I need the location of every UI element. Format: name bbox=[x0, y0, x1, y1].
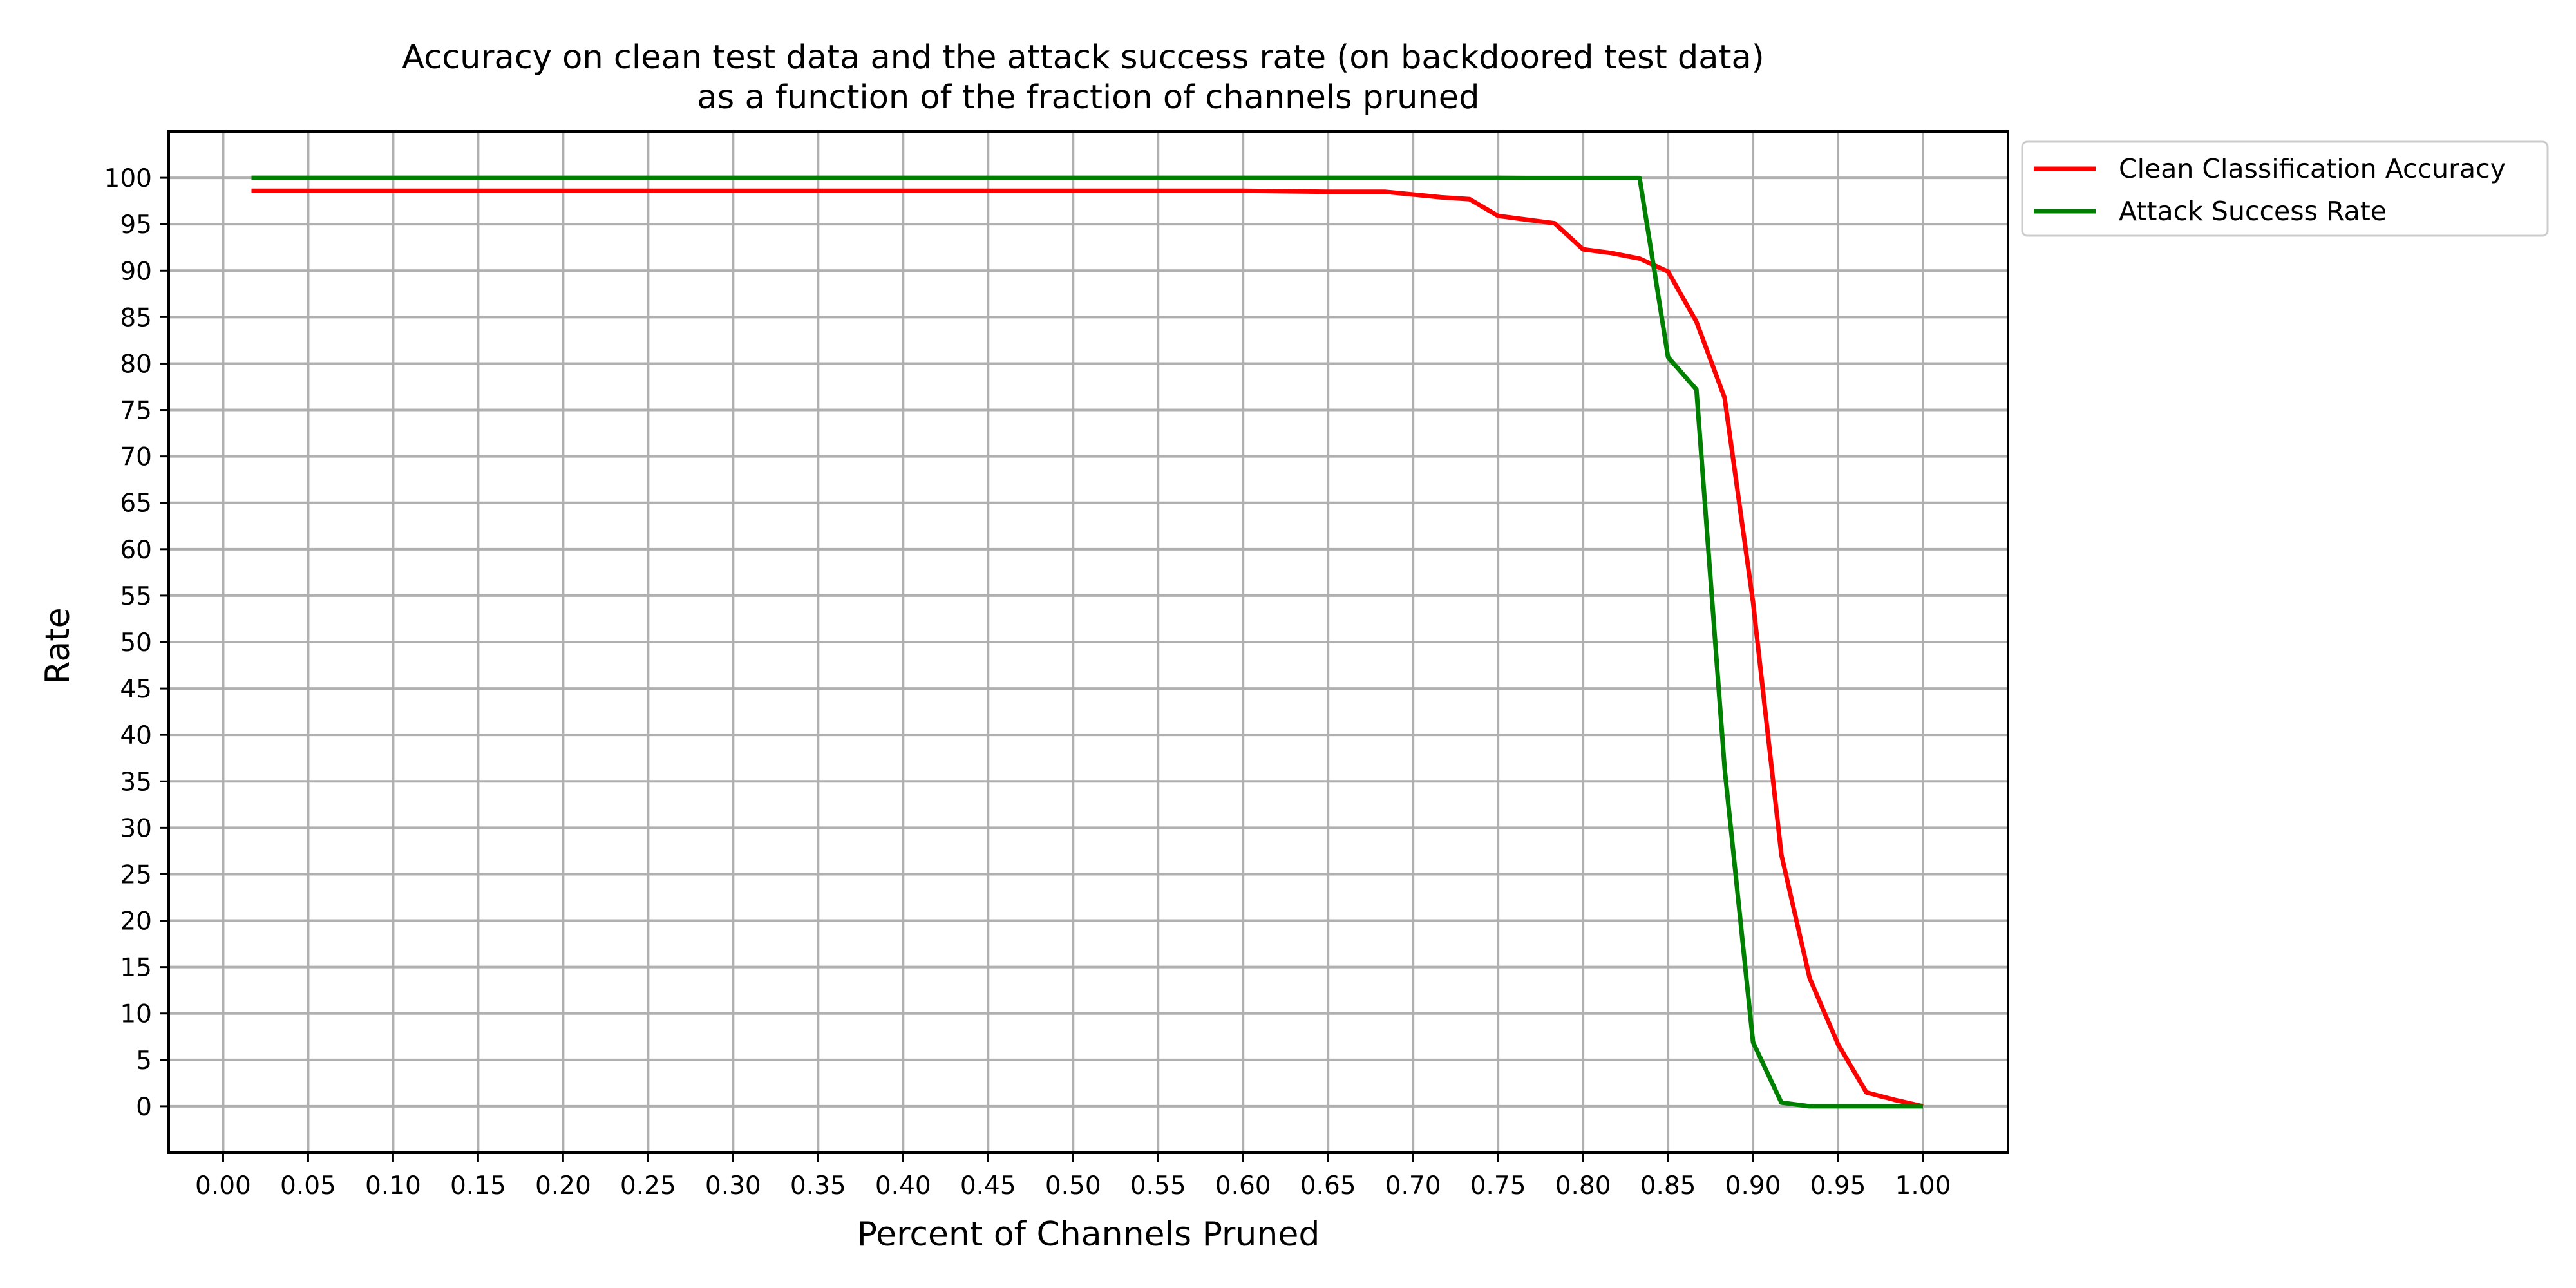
x-tick-label: 0.10 bbox=[365, 1171, 421, 1200]
x-tick-label: 0.60 bbox=[1215, 1171, 1271, 1200]
y-tick-label: 70 bbox=[120, 443, 152, 472]
legend-box bbox=[2021, 140, 2549, 237]
x-axis-ticks: 0.00 0.05 0.10 0.15 0.20 0.25 0.30 0.35 0.40 0.45… bbox=[195, 1153, 1951, 1200]
x-tick-label: 0.90 bbox=[1725, 1171, 1781, 1200]
x-tick-label: 0.40 bbox=[875, 1171, 931, 1200]
plot-series bbox=[251, 175, 1924, 1109]
y-axis-label: Rate bbox=[39, 607, 77, 684]
y-tick-label: 75 bbox=[120, 397, 152, 426]
y-tick-label: 60 bbox=[120, 536, 152, 565]
legend-label: Clean Classification Accuracy bbox=[2119, 153, 2506, 184]
x-tick-label: 0.70 bbox=[1385, 1171, 1441, 1200]
y-tick-label: 65 bbox=[120, 489, 152, 518]
y-tick-label: 0 bbox=[136, 1093, 152, 1122]
y-tick-label: 100 bbox=[104, 164, 152, 193]
series-line-attack-success-rate bbox=[251, 175, 1923, 1109]
x-tick-label: 0.45 bbox=[960, 1171, 1016, 1200]
x-tick-label: 0.15 bbox=[450, 1171, 506, 1200]
y-tick-label: 80 bbox=[120, 350, 152, 379]
x-tick-label: 0.00 bbox=[195, 1171, 251, 1200]
chart-title-line-2: as a function of the fraction of channel… bbox=[697, 79, 1479, 117]
y-tick-label: 20 bbox=[120, 907, 152, 936]
y-tick-label: 40 bbox=[120, 721, 152, 750]
x-tick-label: 0.20 bbox=[535, 1171, 591, 1200]
chart-title-line-1: Accuracy on clean test data and the atta… bbox=[402, 39, 1765, 77]
x-tick-label: 0.30 bbox=[705, 1171, 761, 1200]
y-tick-label: 15 bbox=[120, 954, 152, 983]
x-axis-label: Percent of Channels Pruned bbox=[857, 1215, 1320, 1254]
x-tick-label: 0.35 bbox=[790, 1171, 846, 1200]
x-tick-label: 0.55 bbox=[1130, 1171, 1186, 1200]
y-tick-label: 45 bbox=[120, 675, 152, 704]
x-tick-label: 0.95 bbox=[1810, 1171, 1866, 1200]
x-tick-label: 0.75 bbox=[1470, 1171, 1526, 1200]
chart-title: Accuracy on clean test data and the atta… bbox=[402, 39, 1775, 117]
legend: Clean Classification Accuracy Attack Succ… bbox=[2021, 140, 2549, 237]
x-tick-label: 0.05 bbox=[280, 1171, 336, 1200]
axes-frame bbox=[167, 130, 2009, 1154]
x-tick-label: 1.00 bbox=[1895, 1171, 1951, 1200]
x-tick-label: 0.80 bbox=[1555, 1171, 1611, 1200]
x-tick-label: 0.25 bbox=[620, 1171, 676, 1200]
y-tick-label: 30 bbox=[120, 814, 152, 843]
y-tick-label: 55 bbox=[120, 582, 152, 611]
y-tick-label: 90 bbox=[120, 257, 152, 286]
legend-label: Attack Success Rate bbox=[2119, 196, 2387, 227]
y-tick-label: 50 bbox=[120, 629, 152, 658]
series-line-clean-accuracy bbox=[251, 188, 1924, 1109]
y-tick-label: 85 bbox=[120, 303, 152, 332]
y-tick-label: 25 bbox=[120, 860, 152, 889]
y-tick-label: 10 bbox=[120, 1000, 152, 1029]
y-tick-label: 35 bbox=[120, 768, 152, 797]
x-tick-label: 0.50 bbox=[1045, 1171, 1101, 1200]
x-tick-label: 0.65 bbox=[1300, 1171, 1356, 1200]
x-tick-label: 0.85 bbox=[1640, 1171, 1696, 1200]
y-tick-label: 95 bbox=[120, 211, 152, 240]
y-axis-ticks: 0 5 10 15 20 25 30 35 40 45 50 55 60 65 70 75 80 85 90 95 10… bbox=[104, 164, 169, 1122]
y-tick-label: 5 bbox=[136, 1046, 152, 1075]
